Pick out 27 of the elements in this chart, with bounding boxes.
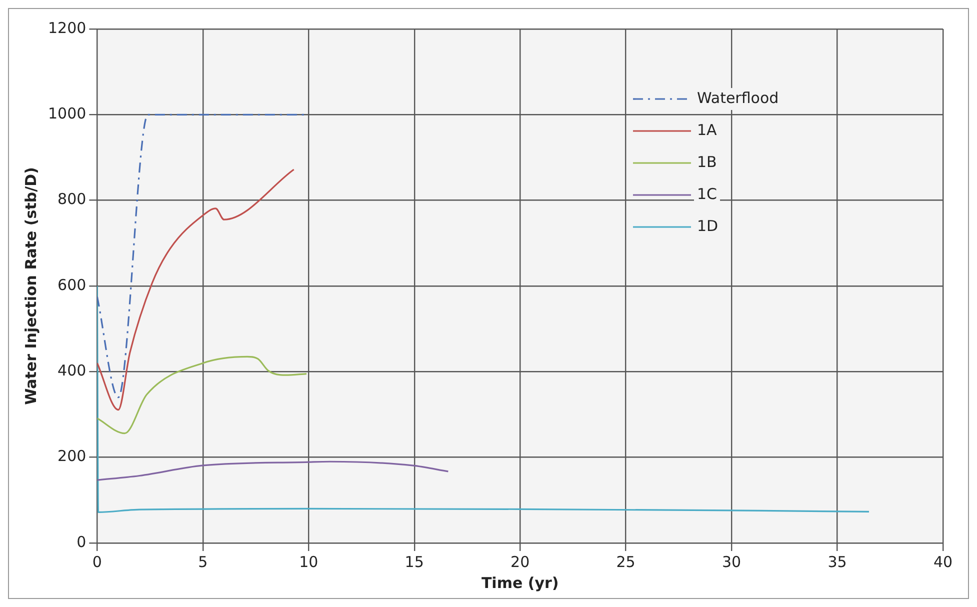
- line-series: [97, 356, 308, 434]
- legend-label: 1D: [697, 216, 718, 235]
- y-tick-label: 400: [58, 362, 86, 380]
- x-tick-label: 30: [722, 552, 742, 571]
- x-tick-label: 25: [616, 552, 636, 571]
- x-tick-label: 0: [92, 552, 102, 571]
- x-tick-label: 35: [828, 552, 847, 571]
- y-tick-label: 1000: [48, 104, 86, 123]
- legend-label: Waterflood: [697, 88, 779, 107]
- x-tick-label: 40: [933, 552, 953, 571]
- line-series: [97, 460, 449, 481]
- legend-label: 1A: [697, 120, 718, 139]
- y-tick-label: 1200: [48, 18, 86, 37]
- x-tick-label: 20: [510, 552, 530, 571]
- legend-label: 1C: [697, 184, 718, 203]
- line-series: [97, 168, 295, 411]
- y-axis-title: Water Injection Rate (stb/D): [22, 167, 40, 405]
- line-series: [97, 285, 870, 513]
- x-tick-label: 10: [299, 552, 318, 571]
- y-tick-label: 600: [58, 276, 86, 294]
- x-axis-title: Time (yr): [481, 574, 559, 592]
- y-tick-label: 0: [76, 532, 86, 551]
- x-tick-label: 15: [404, 552, 424, 571]
- y-tick-label: 200: [58, 447, 86, 466]
- legend-label: 1B: [697, 152, 717, 171]
- x-tick-label: 5: [198, 552, 208, 571]
- y-tick-label: 800: [58, 190, 86, 208]
